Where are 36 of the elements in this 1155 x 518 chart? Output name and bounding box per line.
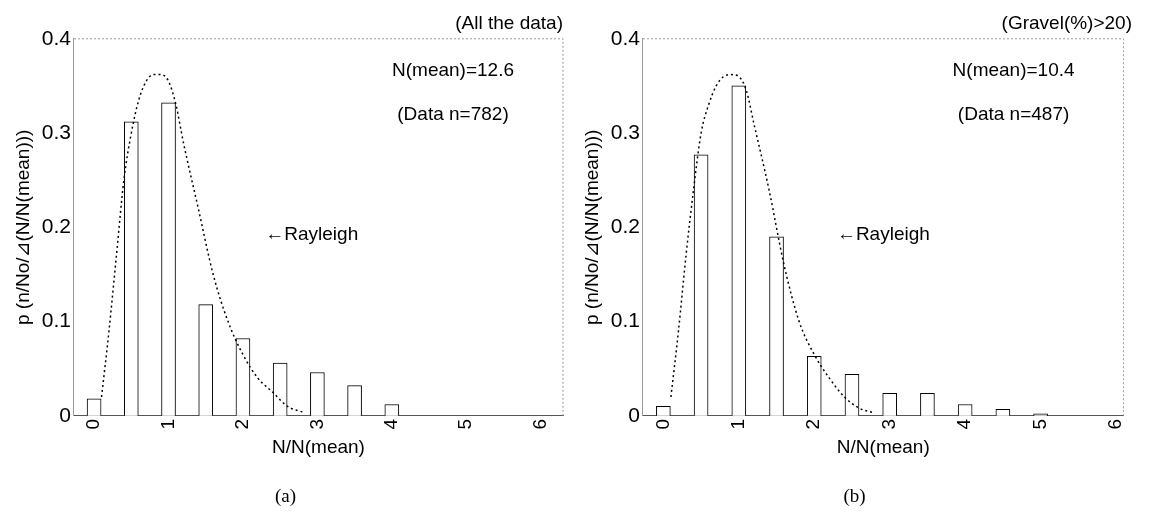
x-tick-label: 0 (82, 418, 104, 430)
x-tick-label: 5 (1028, 418, 1050, 430)
x-tick-label: 1 (156, 418, 178, 430)
y-tick-label: 0.4 (610, 25, 641, 49)
annotation: ←Rayleigh (265, 223, 359, 245)
annotation: (Data n=782) (397, 103, 509, 125)
y-axis-title: p (n/No/⊿(N/N(mean))) (580, 129, 602, 326)
annotation: ←Rayleigh (836, 223, 930, 245)
x-tick-label: 3 (877, 418, 899, 430)
x-tick-label: 0 (651, 418, 673, 430)
chart-title: (All the data) (455, 11, 563, 33)
x-tick-label: 5 (454, 418, 476, 430)
y-axis-title: p (n/No/⊿(N/N(mean))) (11, 129, 33, 326)
y-tick-label: 0.4 (41, 25, 72, 49)
x-tick-label: 2 (802, 418, 824, 430)
annotation: N(mean)=12.6 (392, 59, 514, 81)
chart-title: (Gravel(%)>20) (1001, 11, 1132, 33)
y-tick-label: 0.1 (610, 308, 640, 332)
text: (a) (274, 484, 297, 507)
text: (b) (843, 484, 866, 507)
x-axis-title: N/N(mean) (272, 436, 365, 458)
y-tick-label: 0.1 (41, 308, 71, 332)
x-tick-label: 4 (953, 418, 975, 430)
y-tick-label: 0.2 (610, 214, 640, 238)
y-tick-label: 0.3 (610, 119, 640, 143)
y-tick-label: 0.3 (41, 119, 71, 143)
y-tick-label: 0.2 (41, 214, 71, 238)
x-tick-label: 6 (528, 418, 550, 430)
annotation: N(mean)=10.4 (952, 59, 1076, 81)
annotation: (Data n=487) (957, 103, 1070, 125)
x-tick-label: 4 (380, 418, 402, 430)
x-tick-label: 2 (231, 418, 253, 430)
x-tick-label: 6 (1104, 418, 1126, 430)
x-tick-label: 1 (727, 418, 749, 430)
x-axis-title: N/N(mean) (836, 436, 930, 458)
x-tick-label: 3 (305, 418, 327, 430)
